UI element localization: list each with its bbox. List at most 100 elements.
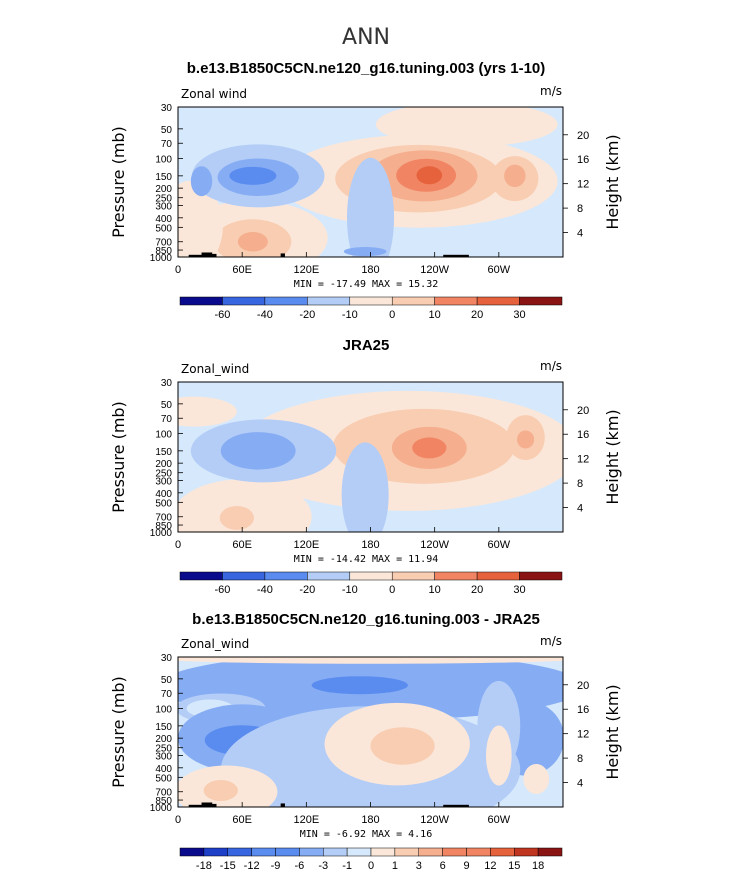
variable-label: Zonal_wind bbox=[181, 362, 249, 376]
contour-region bbox=[220, 432, 296, 470]
longitude-tick-label: 180 bbox=[361, 539, 379, 551]
colorbar-swatch bbox=[179, 571, 223, 581]
pressure-tick-label: 100 bbox=[155, 155, 172, 166]
colorbar-swatch bbox=[275, 847, 300, 857]
pressure-tick-label: 1000 bbox=[150, 803, 173, 814]
topography-mask bbox=[443, 254, 469, 257]
longitude-tick-label: 120W bbox=[420, 264, 449, 276]
contour-region bbox=[412, 437, 447, 459]
colorbar-swatch bbox=[434, 296, 478, 306]
panel-title: b.e13.B1850C5CN.ne120_g16.tuning.003 (yr… bbox=[187, 60, 546, 77]
plot-area bbox=[178, 657, 563, 807]
height-tick-label: 20 bbox=[577, 130, 589, 142]
colorbar-label: 6 bbox=[440, 860, 446, 872]
colorbar-swatch bbox=[349, 296, 393, 306]
pressure-axis-label: Pressure (mb) bbox=[109, 126, 128, 238]
height-tick-label: 8 bbox=[577, 753, 583, 765]
pressure-axis-label: Pressure (mb) bbox=[109, 401, 128, 513]
longitude-tick-label: 0 bbox=[175, 539, 181, 551]
colorbar-label: 0 bbox=[389, 309, 395, 321]
longitude-tick-label: 60E bbox=[232, 814, 252, 826]
pressure-tick-label: 400 bbox=[155, 764, 172, 775]
longitude-tick-label: 120E bbox=[293, 264, 319, 276]
colorbar: -18 -15 -12 -9 -6 -3 -1 0 1 3 6 9 12 15 18 bbox=[179, 847, 563, 872]
pressure-tick-label: 1000 bbox=[150, 253, 173, 264]
pressure-tick-label: 300 bbox=[155, 751, 172, 762]
pressure-tick-label: 700 bbox=[155, 238, 172, 249]
panel-title: b.e13.B1850C5CN.ne120_g16.tuning.003 - J… bbox=[192, 611, 540, 628]
colorbar-swatch bbox=[442, 847, 467, 857]
colorbar-label: 10 bbox=[429, 309, 441, 321]
colorbar-label: -60 bbox=[214, 584, 230, 596]
height-tick-label: 16 bbox=[577, 154, 589, 166]
contour-region bbox=[375, 107, 558, 147]
contour-region bbox=[219, 505, 254, 530]
longitude-tick-label: 120W bbox=[420, 814, 449, 826]
colorbar-label: 30 bbox=[513, 309, 525, 321]
height-tick-label: 16 bbox=[577, 429, 589, 441]
colorbar-label: -40 bbox=[257, 584, 273, 596]
longitude-tick-label: 180 bbox=[361, 814, 379, 826]
plot-area bbox=[178, 107, 563, 257]
contour-region bbox=[311, 676, 408, 695]
colorbar-label: 1 bbox=[392, 860, 398, 872]
height-axis-label: Height (km) bbox=[603, 134, 622, 229]
colorbar-swatch bbox=[370, 847, 396, 857]
colorbar-swatch bbox=[434, 571, 478, 581]
pressure-tick-label: 500 bbox=[155, 223, 172, 234]
pressure-tick-label: 30 bbox=[161, 103, 173, 114]
colorbar-label: 0 bbox=[368, 860, 374, 872]
colorbar-label: 20 bbox=[471, 309, 483, 321]
pressure-tick-label: 150 bbox=[155, 722, 172, 733]
longitude-tick-label: 60E bbox=[232, 264, 252, 276]
colorbar-swatch bbox=[349, 571, 393, 581]
colorbar-label: 9 bbox=[463, 860, 469, 872]
height-tick-label: 12 bbox=[577, 179, 589, 191]
height-tick-label: 8 bbox=[577, 203, 583, 215]
colorbar-label: 12 bbox=[484, 860, 496, 872]
pressure-tick-label: 100 bbox=[155, 705, 172, 716]
colorbar-swatch bbox=[514, 847, 539, 857]
contour-region bbox=[504, 164, 526, 188]
height-tick-label: 4 bbox=[577, 778, 583, 790]
contour-region bbox=[341, 442, 389, 532]
pressure-tick-label: 700 bbox=[155, 513, 172, 524]
colorbar: -60 -40 -20 -10 0 10 20 30 bbox=[179, 571, 563, 596]
colorbar-label: -10 bbox=[342, 309, 358, 321]
pressure-tick-label: 850 bbox=[155, 246, 172, 257]
colorbar-label: -60 bbox=[214, 309, 230, 321]
colorbar-swatch bbox=[307, 571, 351, 581]
longitude-tick-label: 60W bbox=[488, 814, 511, 826]
colorbar-label: 30 bbox=[513, 584, 525, 596]
pressure-tick-label: 30 bbox=[161, 378, 173, 389]
pressure-axis-label: Pressure (mb) bbox=[109, 676, 128, 788]
pressure-tick-label: 100 bbox=[155, 430, 172, 441]
colorbar-swatch bbox=[418, 847, 443, 857]
pressure-tick-label: 250 bbox=[155, 744, 172, 755]
colorbar-swatch bbox=[519, 571, 563, 581]
pressure-tick-label: 250 bbox=[155, 469, 172, 480]
colorbar-swatch bbox=[222, 296, 266, 306]
colorbar-swatch bbox=[476, 571, 520, 581]
topography-mask bbox=[280, 253, 285, 257]
colorbar-label: -12 bbox=[244, 860, 260, 872]
colorbar-swatch bbox=[251, 847, 276, 857]
colorbar-swatch bbox=[476, 296, 520, 306]
colorbar-swatch bbox=[264, 571, 308, 581]
pressure-tick-label: 500 bbox=[155, 773, 172, 784]
height-axis-label: Height (km) bbox=[603, 684, 622, 779]
pressure-tick-label: 70 bbox=[161, 689, 173, 700]
longitude-tick-label: 60W bbox=[488, 264, 511, 276]
panel-1: b.e13.B1850C5CN.ne120_g16.tuning.003 (yr… bbox=[109, 60, 622, 321]
pressure-tick-label: 200 bbox=[155, 184, 172, 195]
height-tick-label: 16 bbox=[577, 704, 589, 716]
min-max-label: MIN = -14.42 MAX = 11.94 bbox=[294, 554, 439, 565]
height-tick-label: 8 bbox=[577, 478, 583, 490]
pressure-tick-label: 30 bbox=[161, 653, 173, 664]
contour-region bbox=[229, 166, 277, 185]
contour-region bbox=[523, 764, 550, 795]
pressure-tick-label: 700 bbox=[155, 788, 172, 799]
colorbar-label: 3 bbox=[416, 860, 422, 872]
topography-mask bbox=[280, 803, 285, 807]
colorbar-swatch bbox=[203, 847, 228, 857]
